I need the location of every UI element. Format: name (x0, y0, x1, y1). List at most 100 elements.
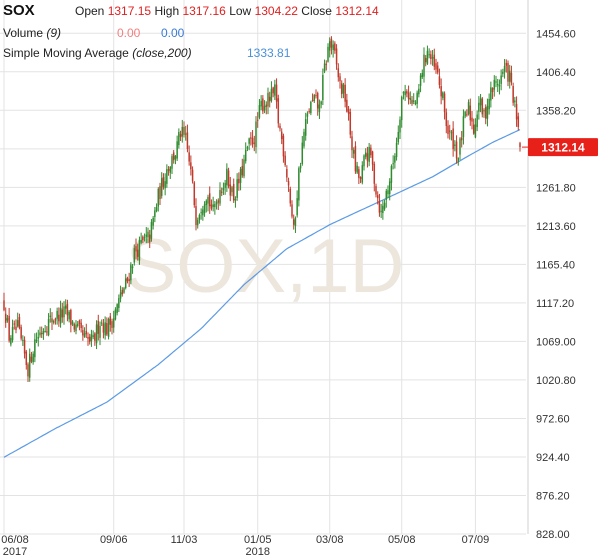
candle-body (349, 112, 352, 135)
candle (260, 95, 262, 111)
candle-body (486, 105, 489, 119)
candle (394, 153, 396, 169)
high-value: 1317.16 (182, 4, 226, 18)
candle (515, 96, 518, 127)
candle (131, 263, 134, 274)
candle (472, 118, 475, 135)
candle-body (378, 200, 381, 213)
candle (279, 123, 281, 132)
candle-body (152, 217, 154, 226)
candle (95, 320, 98, 350)
candle (315, 89, 317, 99)
candle-body (298, 168, 300, 201)
candle (292, 214, 295, 230)
candle-body (308, 111, 310, 113)
candle (238, 172, 240, 191)
candle-body (385, 190, 388, 200)
candle (109, 312, 112, 332)
candle (56, 307, 58, 325)
candle-body (148, 234, 151, 243)
candle-body (416, 92, 418, 104)
candle-body (382, 205, 384, 214)
candle-body (174, 155, 177, 160)
candle-body (138, 239, 141, 261)
candle-body (109, 316, 112, 325)
candle-body (16, 320, 19, 327)
y-tick-label: 1358.20 (536, 105, 576, 117)
candle-body (82, 330, 84, 336)
candle-body (270, 88, 273, 101)
candle (143, 233, 146, 242)
candle-body (322, 74, 324, 101)
candle-body (179, 134, 182, 138)
candle-body (61, 309, 64, 318)
candle-body (313, 95, 316, 102)
candle (46, 326, 48, 336)
close-label: Close (301, 4, 332, 18)
candle-body (52, 320, 55, 323)
candle-body (274, 84, 276, 96)
x-tick-sublabel: 2018 (245, 546, 269, 558)
candle-body (75, 324, 77, 332)
candle-body (419, 75, 422, 86)
candle (443, 91, 446, 120)
candle-body (510, 72, 513, 83)
candle-body (286, 169, 288, 178)
candle (23, 336, 26, 359)
candle-body (394, 156, 396, 163)
candle-body (28, 353, 31, 378)
candle (190, 155, 192, 176)
candle (87, 332, 89, 346)
candle-body (227, 170, 230, 187)
candle-body (23, 339, 26, 354)
candle-body (320, 101, 322, 105)
candle (426, 45, 429, 65)
candle-body (99, 325, 101, 338)
candle-body (112, 318, 115, 328)
candle (100, 319, 103, 326)
candle (286, 165, 288, 182)
candle (198, 213, 201, 224)
candle-body (176, 141, 178, 159)
candle-body (155, 207, 158, 212)
candle (6, 314, 9, 323)
candle (469, 98, 472, 126)
candle (347, 106, 350, 121)
candle-body (323, 63, 326, 72)
candle (445, 108, 448, 134)
candle-body (299, 165, 302, 169)
candle-body (236, 179, 238, 198)
candle (363, 154, 365, 171)
candle (471, 110, 473, 130)
candle (83, 327, 86, 338)
candle (217, 198, 220, 211)
close-value: 1312.14 (335, 4, 379, 18)
candle (70, 308, 72, 333)
candle (172, 149, 175, 164)
candle-body (421, 73, 424, 77)
candle (212, 196, 214, 212)
candle-body (37, 336, 40, 339)
candle (145, 227, 148, 244)
candle (380, 203, 382, 219)
candle-body (474, 124, 477, 138)
candle (78, 319, 81, 331)
candle (15, 319, 17, 334)
candle-body (118, 298, 120, 308)
candle (157, 187, 160, 212)
candle (334, 41, 336, 54)
candle (135, 238, 137, 260)
candle-body (20, 327, 22, 339)
candle (503, 59, 506, 79)
candle-body (390, 166, 393, 183)
candle (136, 243, 139, 261)
candle (99, 321, 101, 346)
candle (310, 100, 312, 116)
candle (28, 348, 31, 382)
candle-body (226, 168, 228, 186)
candle-body (502, 71, 504, 74)
candle (186, 124, 189, 153)
candle-body (159, 186, 161, 199)
